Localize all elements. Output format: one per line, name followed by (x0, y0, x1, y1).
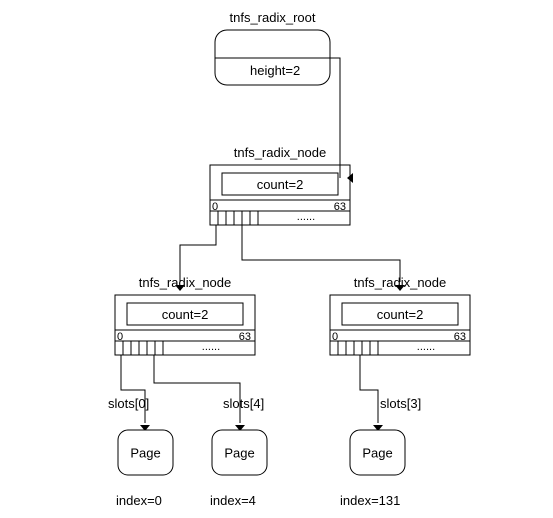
connector (242, 225, 400, 282)
connector (121, 355, 145, 423)
slot-label: slots[0] (108, 396, 149, 411)
page-label: Page (130, 446, 160, 461)
slot-label: slots[4] (223, 396, 264, 411)
index-label: index=0 (116, 493, 162, 508)
root-title: tnfs_radix_root (230, 10, 316, 25)
slot-ellipsis: ...... (297, 211, 315, 223)
connector (360, 355, 378, 423)
radix-tree-diagram: tnfs_radix_rootheight=2tnfs_radix_nodeco… (0, 0, 553, 518)
connector (154, 355, 240, 423)
slot-ellipsis: ...... (202, 341, 220, 353)
node-title: tnfs_radix_node (139, 275, 232, 290)
slot-ellipsis: ...... (417, 341, 435, 353)
index-label: index=4 (210, 493, 256, 508)
index-label: index=131 (340, 493, 400, 508)
page-label: Page (362, 446, 392, 461)
node-title: tnfs_radix_node (234, 145, 327, 160)
count-label: count=2 (162, 307, 209, 322)
count-label: count=2 (377, 307, 424, 322)
page-label: Page (224, 446, 254, 461)
root-field: height=2 (250, 63, 300, 78)
slot-label: slots[3] (380, 396, 421, 411)
count-label: count=2 (257, 177, 304, 192)
connector (180, 225, 216, 282)
